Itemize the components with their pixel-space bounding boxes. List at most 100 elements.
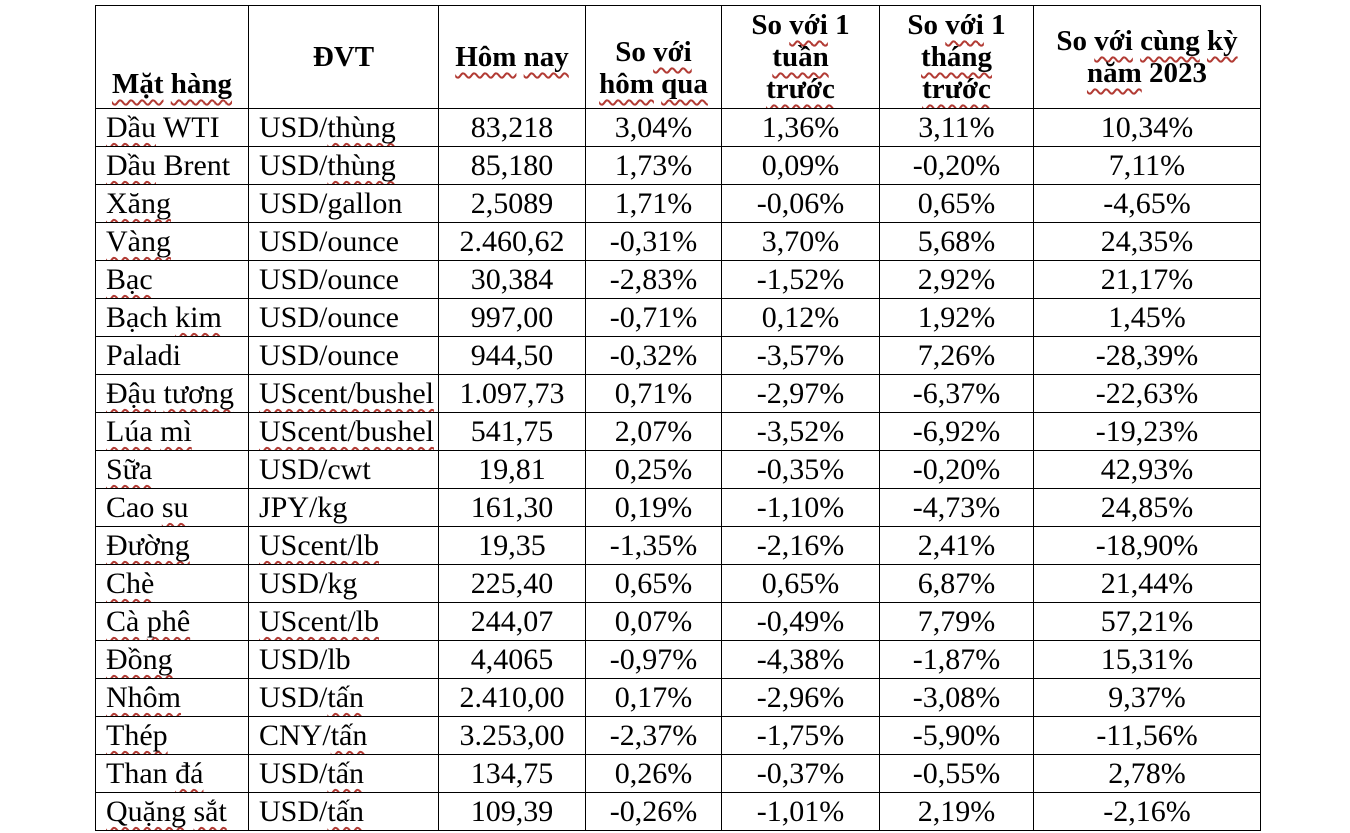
cell-vs-1-month: -6,37% — [879, 374, 1034, 413]
misspelled-word: tương — [163, 376, 234, 410]
text-run: 1 — [827, 9, 850, 41]
cell-vs-2023: -19,23% — [1033, 412, 1261, 451]
cell-vs-1-month: 6,87% — [879, 564, 1034, 603]
cell-vs-2023: 2,78% — [1033, 754, 1261, 793]
cell-vs-1-week: 3,70% — [721, 222, 880, 261]
text-run: USD/ — [259, 148, 328, 182]
cell-vs-yesterday: -0,97% — [585, 640, 722, 679]
cell-today: 2,5089 — [438, 184, 586, 223]
cell-today: 244,07 — [438, 602, 586, 641]
misspelled-word: UScent/lb — [259, 604, 379, 638]
cell-today: 2.460,62 — [438, 222, 586, 261]
misspelled-word: tấn — [327, 756, 365, 790]
cell-vs-1-week: -3,57% — [721, 336, 880, 375]
cell-vs-2023: -18,90% — [1033, 526, 1261, 565]
cell-vs-1-month: -0,20% — [879, 450, 1034, 489]
cell-vs-1-week: -1,01% — [721, 792, 880, 831]
cell-vs-yesterday: -2,37% — [585, 716, 722, 755]
cell-vs-yesterday: -0,26% — [585, 792, 722, 831]
misspelled-word: su — [161, 490, 189, 524]
cell-vs-1-month: -0,55% — [879, 754, 1034, 793]
cell-vs-yesterday: 2,07% — [585, 412, 722, 451]
misspelled-word: phê — [146, 604, 191, 638]
misspelled-word: Xăng — [106, 186, 171, 220]
cell-vs-yesterday: 1,71% — [585, 184, 722, 223]
misspelled-word: UScent/bushel — [259, 376, 434, 410]
cell-today: 4,4065 — [438, 640, 586, 679]
text-run: Paladi — [106, 338, 181, 372]
text-run: USD/ounce — [259, 224, 399, 258]
cell-unit: USD/ounce — [248, 336, 439, 375]
cell-vs-1-week: 0,09% — [721, 146, 880, 185]
cell-vs-1-month: 2,92% — [879, 260, 1034, 299]
misspelled-word: sắt — [193, 794, 227, 828]
misspelled-word: Quặng — [106, 794, 186, 828]
cell-vs-1-month: 5,68% — [879, 222, 1034, 261]
cell-vs-2023: 10,34% — [1033, 108, 1261, 147]
cell-unit: CNY/tấn — [248, 716, 439, 755]
cell-vs-1-week: -1,10% — [721, 488, 880, 527]
cell-today: 19,81 — [438, 450, 586, 489]
cell-commodity-name: Xăng — [95, 184, 249, 223]
cell-vs-2023: 9,37% — [1033, 678, 1261, 717]
cell-vs-yesterday: 0,71% — [585, 374, 722, 413]
cell-commodity-name: Sữa — [95, 450, 249, 489]
cell-vs-yesterday: -1,35% — [585, 526, 722, 565]
text-run: USD/cwt — [259, 452, 371, 486]
text-run: USD/ounce — [259, 262, 399, 296]
cell-today: 2.410,00 — [438, 678, 586, 717]
cell-vs-1-month: 2,41% — [879, 526, 1034, 565]
misspelled-word: với — [789, 9, 828, 41]
cell-commodity-name: Cà phê — [95, 602, 249, 641]
table-row: Xăng USD/gallon 2,5089 1,71% -0,06% 0,65% -4,6… — [95, 184, 1261, 223]
cell-today: 19,35 — [438, 526, 586, 565]
misspelled-word: qua — [661, 68, 708, 100]
cell-vs-1-month: -0,20% — [879, 146, 1034, 185]
table-row: Sữa USD/cwt 19,81 0,25% -0,35% -0,20% 42,93% — [95, 450, 1261, 489]
cell-unit: USD/tấn — [248, 678, 439, 717]
table-row: Nhôm USD/tấn 2.410,00 0,17% -2,96% -3,08% 9,37… — [95, 678, 1261, 717]
cell-vs-yesterday: -2,83% — [585, 260, 722, 299]
cell-vs-1-month: 3,11% — [879, 108, 1034, 147]
table-row: Đường UScent/lb 19,35 -1,35% -2,16% 2,41% -18,… — [95, 526, 1261, 565]
text-run: ĐVT — [312, 41, 375, 73]
cell-vs-2023: -4,65% — [1033, 184, 1261, 223]
column-header-so-voi-1-thang-truoc: So với 1 tháng trước — [879, 5, 1034, 109]
cell-unit: JPY/kg — [248, 488, 439, 527]
text-run: So — [751, 9, 790, 41]
cell-vs-1-week: -2,96% — [721, 678, 880, 717]
misspelled-word: Nhôm — [106, 680, 181, 714]
cell-unit: UScent/lb — [248, 602, 439, 641]
text-run: JPY/kg — [259, 490, 348, 524]
cell-vs-2023: -22,63% — [1033, 374, 1261, 413]
cell-vs-2023: -11,56% — [1033, 716, 1261, 755]
cell-vs-1-month: -1,87% — [879, 640, 1034, 679]
cell-commodity-name: Chè — [95, 564, 249, 603]
cell-vs-2023: 42,93% — [1033, 450, 1261, 489]
cell-vs-1-week: -0,49% — [721, 602, 880, 641]
cell-vs-1-week: -2,97% — [721, 374, 880, 413]
text-run: CNY/ — [259, 718, 331, 752]
cell-vs-1-week: 1,36% — [721, 108, 880, 147]
table-row: Dầu Brent USD/thùng 85,180 1,73% 0,09% -0,20%… — [95, 146, 1261, 185]
text-run: 1 — [983, 9, 1006, 41]
table-row: Lúa mì UScent/bushel 541,75 2,07% -3,52% -6,9… — [95, 412, 1261, 451]
misspelled-word: kim — [175, 300, 222, 334]
text-run: 2023 — [1141, 57, 1208, 89]
cell-unit: UScent/bushel — [248, 412, 439, 451]
table-row: Thép CNY/tấn 3.253,00 -2,37% -1,75% -5,90% -11… — [95, 716, 1261, 755]
text-run: USD/gallon — [259, 186, 403, 220]
cell-vs-1-month: -4,73% — [879, 488, 1034, 527]
cell-vs-1-week: -0,37% — [721, 754, 880, 793]
misspelled-word: mì — [160, 414, 192, 448]
text-run: So — [615, 36, 654, 68]
cell-vs-2023: 7,11% — [1033, 146, 1261, 185]
cell-vs-2023: -2,16% — [1033, 792, 1261, 831]
table-row: Dầu WTI USD/thùng 83,218 3,04% 1,36% 3,11% 10,… — [95, 108, 1261, 147]
misspelled-word: trước — [922, 73, 991, 105]
cell-commodity-name: Lúa mì — [95, 412, 249, 451]
text-run: USD/lb — [259, 642, 351, 676]
